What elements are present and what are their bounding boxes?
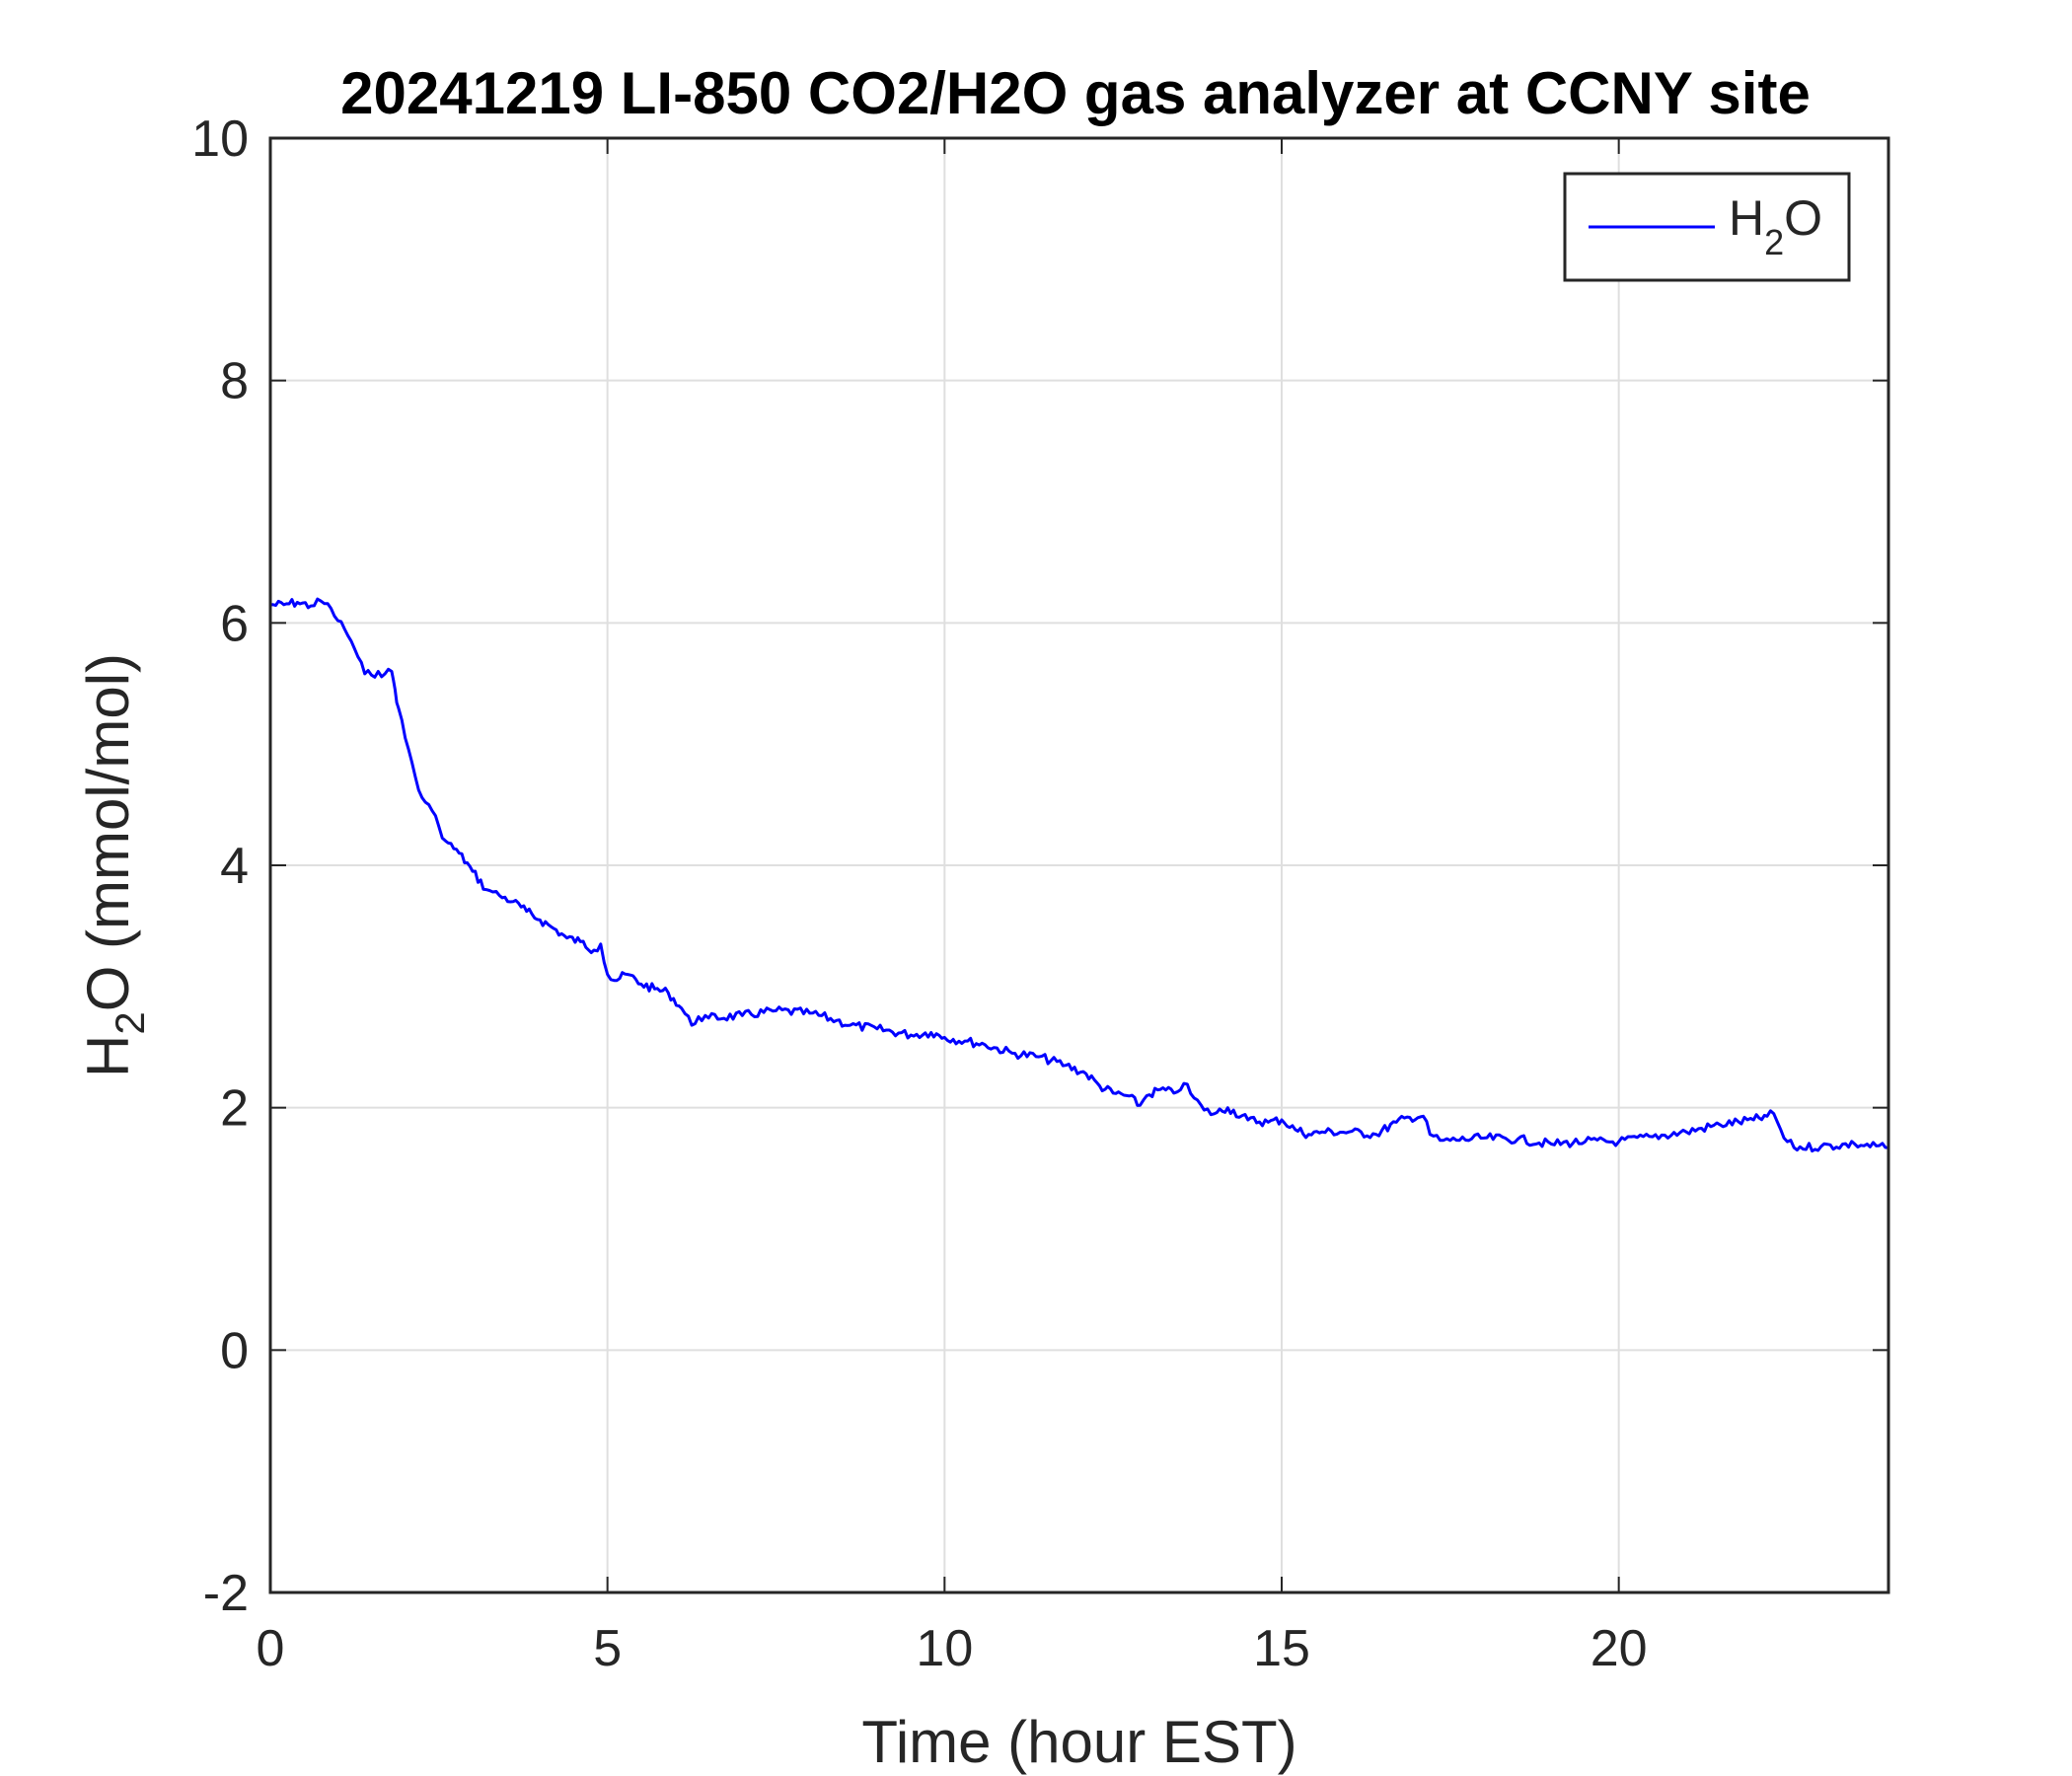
- y-axis-label-subscript: 2: [107, 1011, 153, 1034]
- legend-label: H2O: [1729, 190, 1822, 262]
- x-tick-label: 10: [916, 1620, 973, 1677]
- plot-border: [268, 136, 1890, 1594]
- x-axis-label: Time (hour EST): [861, 1709, 1296, 1775]
- x-tick-label: 20: [1591, 1620, 1648, 1677]
- legend-label-subscript: 2: [1764, 222, 1784, 262]
- legend: H2O: [1563, 172, 1851, 282]
- y-tick-label: 10: [191, 111, 249, 168]
- y-axis-label-rest: O (mmol/mol): [75, 653, 141, 1011]
- y-tick-label: -2: [203, 1565, 249, 1622]
- chart-title: 20241219 LI-850 CO2/H2O gas analyzer at …: [340, 60, 1811, 126]
- data-series: [269, 597, 1889, 1153]
- y-tick-label: 8: [220, 353, 249, 410]
- y-tick-label: 2: [220, 1080, 249, 1138]
- x-tick-labels: 0 5 10 15 20: [257, 1620, 1648, 1677]
- x-tick-label: 15: [1253, 1620, 1310, 1677]
- x-tick-label: 0: [257, 1620, 285, 1677]
- legend-label-main: H: [1729, 190, 1764, 246]
- grid-lines: [270, 138, 1888, 1592]
- y-axis-label-main: H: [75, 1035, 141, 1077]
- y-tick-label: 6: [220, 595, 249, 652]
- y-tick-label: 0: [220, 1322, 249, 1379]
- series-line-h2o: [269, 597, 1889, 1153]
- x-tick-label: 5: [593, 1620, 622, 1677]
- y-tick-labels: -2 0 2 4 6 8 10: [191, 111, 249, 1622]
- legend-label-rest: O: [1784, 190, 1822, 246]
- y-tick-label: 4: [220, 838, 249, 895]
- y-axis-label: H2O (mmol/mol): [75, 653, 153, 1077]
